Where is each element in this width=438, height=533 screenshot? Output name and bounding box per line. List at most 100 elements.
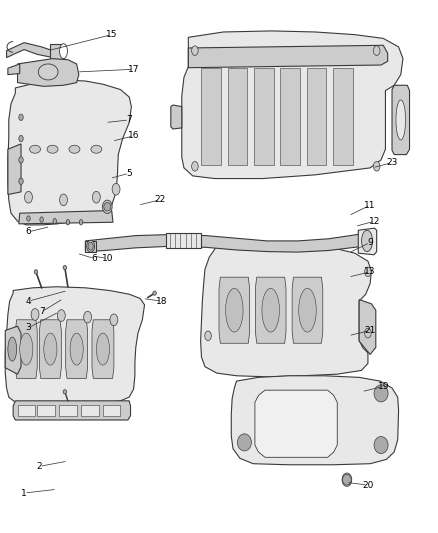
Ellipse shape xyxy=(192,161,198,171)
Ellipse shape xyxy=(373,46,380,55)
Ellipse shape xyxy=(70,333,83,365)
Ellipse shape xyxy=(92,191,100,203)
Ellipse shape xyxy=(91,145,102,154)
Polygon shape xyxy=(18,405,35,416)
Text: 9: 9 xyxy=(367,238,373,247)
Text: 22: 22 xyxy=(154,196,166,204)
Polygon shape xyxy=(85,241,96,252)
Ellipse shape xyxy=(25,191,32,203)
Polygon shape xyxy=(15,320,37,378)
Polygon shape xyxy=(231,376,399,465)
Ellipse shape xyxy=(40,217,43,222)
Ellipse shape xyxy=(102,200,112,214)
Ellipse shape xyxy=(60,194,67,206)
Ellipse shape xyxy=(57,310,65,321)
Polygon shape xyxy=(50,44,64,59)
Ellipse shape xyxy=(88,242,93,250)
Text: 19: 19 xyxy=(378,382,389,391)
Polygon shape xyxy=(7,43,53,58)
Ellipse shape xyxy=(29,145,40,154)
Ellipse shape xyxy=(60,44,67,59)
Circle shape xyxy=(63,390,67,394)
Polygon shape xyxy=(103,405,120,416)
Ellipse shape xyxy=(19,135,23,142)
Text: 17: 17 xyxy=(128,65,139,74)
Polygon shape xyxy=(228,68,247,165)
Ellipse shape xyxy=(27,216,30,221)
Ellipse shape xyxy=(39,64,58,80)
Circle shape xyxy=(343,474,351,485)
Text: 2: 2 xyxy=(37,462,42,471)
Polygon shape xyxy=(182,31,403,179)
Ellipse shape xyxy=(47,145,58,154)
Polygon shape xyxy=(358,228,377,255)
Polygon shape xyxy=(59,405,77,416)
Ellipse shape xyxy=(96,333,110,365)
Polygon shape xyxy=(8,144,21,195)
Ellipse shape xyxy=(53,219,57,224)
Text: 6: 6 xyxy=(25,228,32,236)
Ellipse shape xyxy=(19,114,23,120)
Ellipse shape xyxy=(44,333,57,365)
Polygon shape xyxy=(307,68,326,165)
Polygon shape xyxy=(280,68,300,165)
Text: 20: 20 xyxy=(362,481,374,489)
Text: 1: 1 xyxy=(21,489,27,497)
Text: 21: 21 xyxy=(364,326,376,335)
Polygon shape xyxy=(13,401,131,420)
Polygon shape xyxy=(333,68,353,165)
Polygon shape xyxy=(359,300,376,354)
Ellipse shape xyxy=(31,309,39,320)
Polygon shape xyxy=(92,320,114,378)
Circle shape xyxy=(374,385,388,402)
Ellipse shape xyxy=(20,333,33,365)
Circle shape xyxy=(374,437,388,454)
Polygon shape xyxy=(292,277,323,343)
Polygon shape xyxy=(166,233,201,248)
Polygon shape xyxy=(392,85,410,155)
Circle shape xyxy=(63,265,67,270)
Polygon shape xyxy=(188,45,388,68)
Text: 12: 12 xyxy=(369,217,380,225)
Ellipse shape xyxy=(66,220,70,225)
Ellipse shape xyxy=(192,46,198,55)
Polygon shape xyxy=(254,68,274,165)
Text: 18: 18 xyxy=(156,297,168,305)
Polygon shape xyxy=(85,233,364,252)
Ellipse shape xyxy=(19,178,23,184)
Polygon shape xyxy=(201,244,371,377)
Ellipse shape xyxy=(110,314,118,326)
Polygon shape xyxy=(8,80,131,225)
Text: 3: 3 xyxy=(25,324,32,332)
Polygon shape xyxy=(8,64,20,75)
Circle shape xyxy=(34,270,38,274)
Text: 23: 23 xyxy=(386,158,398,167)
Text: 13: 13 xyxy=(364,268,376,276)
Polygon shape xyxy=(39,320,61,378)
Polygon shape xyxy=(81,405,99,416)
Text: 4: 4 xyxy=(26,297,31,305)
Ellipse shape xyxy=(262,288,279,332)
Text: 15: 15 xyxy=(106,30,117,39)
Polygon shape xyxy=(5,326,21,374)
Circle shape xyxy=(104,203,111,211)
Polygon shape xyxy=(255,277,286,343)
Text: 10: 10 xyxy=(102,254,113,263)
Ellipse shape xyxy=(19,157,23,163)
Text: 11: 11 xyxy=(364,201,376,209)
Polygon shape xyxy=(255,390,337,457)
Ellipse shape xyxy=(364,267,371,277)
Polygon shape xyxy=(219,277,250,343)
Circle shape xyxy=(153,291,156,295)
Text: 6: 6 xyxy=(91,254,97,263)
Ellipse shape xyxy=(364,328,371,338)
Polygon shape xyxy=(18,59,79,86)
Ellipse shape xyxy=(69,145,80,154)
Ellipse shape xyxy=(205,331,211,341)
Text: 7: 7 xyxy=(126,116,132,124)
Ellipse shape xyxy=(361,230,372,252)
Ellipse shape xyxy=(87,240,95,252)
Polygon shape xyxy=(19,211,113,224)
Ellipse shape xyxy=(373,161,380,171)
Ellipse shape xyxy=(112,183,120,195)
